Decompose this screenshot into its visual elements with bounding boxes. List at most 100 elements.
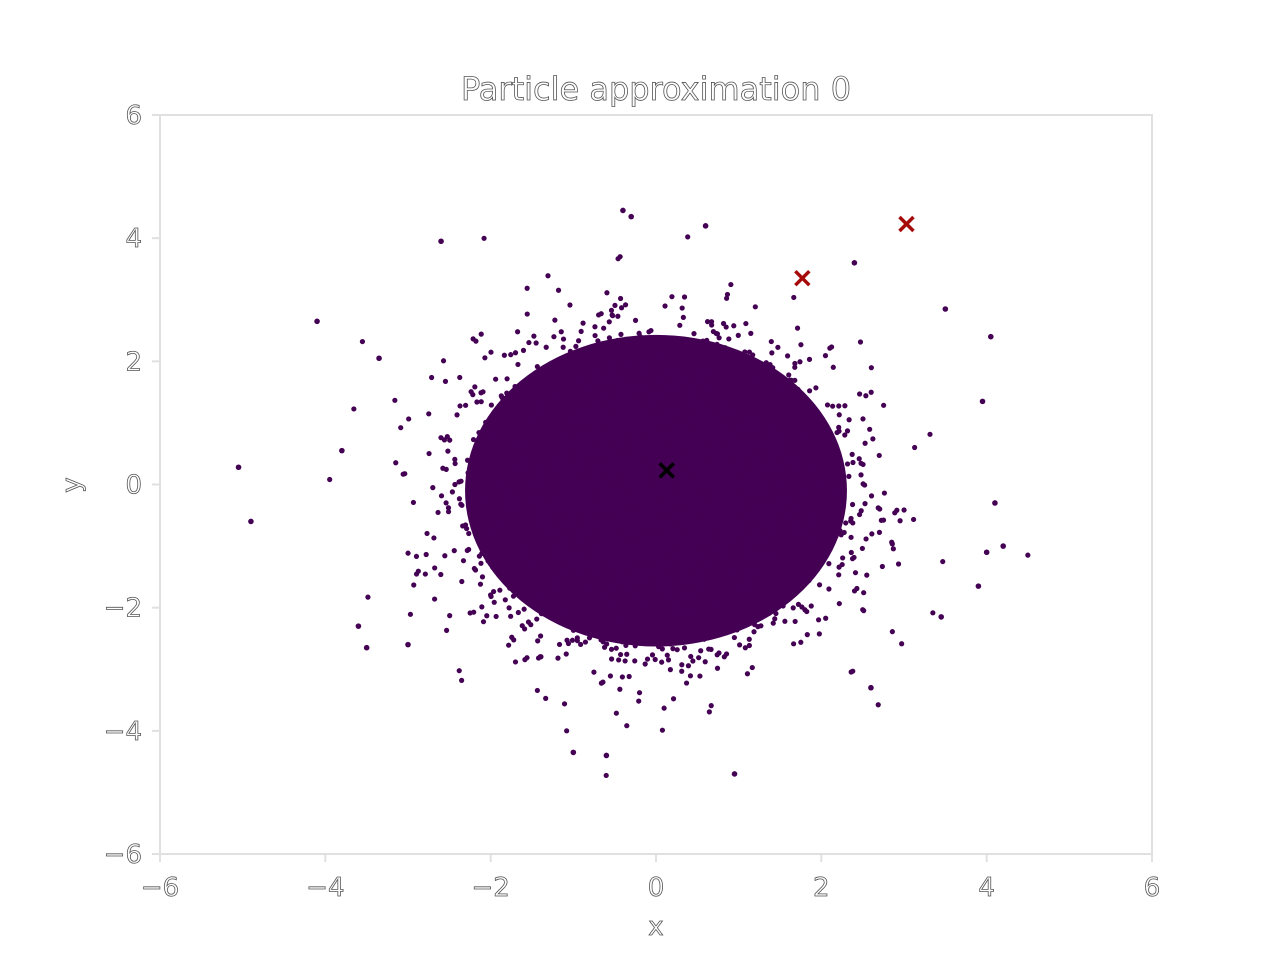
particle-point [710,379,716,385]
particle-point [764,580,770,586]
particle-point [504,555,511,562]
particle-point [746,642,752,649]
particle-point [563,501,569,507]
particle-point [666,581,672,587]
particle-point [591,460,597,466]
particle-point [639,535,646,542]
particle-point [583,559,589,565]
particle-point [512,383,518,390]
particle-point [766,552,772,558]
particle-point [634,626,640,632]
particle-point [563,651,569,657]
particle-point [677,580,683,587]
particle-point [636,505,642,511]
particle-point [782,618,788,624]
particle-point [821,507,827,514]
particle-point [712,546,718,552]
particle-point [563,614,569,620]
particle-point [724,413,730,419]
y-tick-label: −6 [104,840,142,870]
particle-point [703,542,709,548]
particle-point [487,592,494,598]
particle-point [534,616,540,622]
particle-point [648,563,654,569]
particle-point [762,510,768,516]
particle-point [614,423,620,429]
particle-point [750,395,757,401]
particle-point [644,656,651,662]
particle-point [496,501,502,507]
particle-point [608,403,615,409]
particle-point [878,517,884,523]
particle-point [506,642,512,648]
particle-point [703,455,709,462]
particle-point [704,560,710,566]
particle-point [595,453,601,459]
particle-point [735,447,742,453]
particle-point [586,399,592,406]
particle-point [693,494,699,501]
particle-point [583,364,589,370]
particle-point [664,612,670,618]
particle-point [697,588,704,594]
particle-point [666,512,672,518]
particle-point [498,523,504,529]
particle-point [607,480,613,486]
particle-point [511,588,517,594]
particle-point [452,456,458,462]
particle-point [665,657,672,663]
particle-point [763,454,769,460]
particle-point [704,592,710,598]
particle-point [463,402,469,408]
particle-point [533,562,539,569]
particle-point [617,651,624,658]
particle-point [625,579,632,585]
particle-point [528,582,534,588]
particle-point [456,496,463,502]
particle-point [700,563,706,569]
particle-point [612,468,619,475]
particle-point [661,583,667,589]
particle-point [606,466,613,472]
particle-point [761,458,767,464]
particle-point [745,498,751,505]
particle-point [680,490,686,497]
particle-point [677,486,683,492]
particle-point [631,532,637,538]
particle-point [726,465,732,471]
particle-point [604,526,610,532]
particle-point [772,546,778,553]
particle-point [565,604,571,610]
particle-point [711,496,718,502]
particle-point [775,344,781,350]
particle-point [656,398,663,404]
particle-point [676,399,682,405]
particle-point [681,294,688,300]
particle-point [572,485,578,491]
particle-point [770,605,776,612]
particle-point [524,524,530,530]
particle-point [634,405,641,411]
particle-point [772,521,778,527]
particle-point [635,598,641,604]
particle-point [516,412,522,418]
particle-point [545,489,551,495]
particle-point [472,481,479,487]
particle-point [680,517,687,523]
particle-point [537,654,543,660]
particle-point [685,234,691,240]
particle-point [622,302,629,308]
particle-point [513,510,520,516]
particle-point [626,447,633,453]
particle-point [690,529,696,535]
particle-point [780,603,786,609]
particle-point [643,574,650,580]
particle-point [690,607,697,613]
particle-point [476,553,482,559]
particle-point [674,495,680,501]
particle-point [676,531,682,537]
particle-point [502,469,508,476]
particle-point [695,358,702,364]
particle-point [790,605,796,611]
particle-point [593,413,599,419]
